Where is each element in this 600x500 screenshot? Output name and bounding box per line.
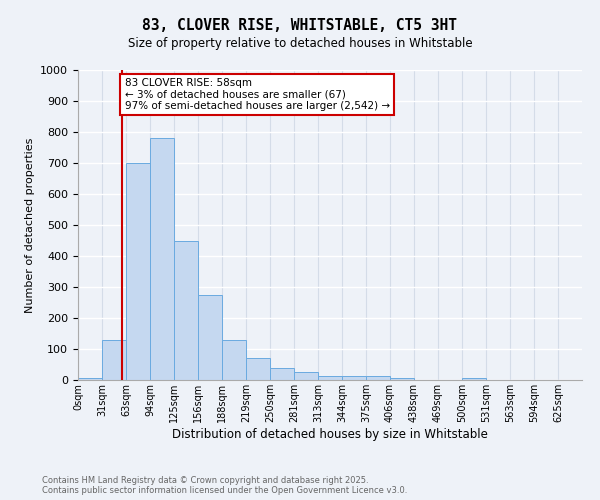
Text: 83, CLOVER RISE, WHITSTABLE, CT5 3HT: 83, CLOVER RISE, WHITSTABLE, CT5 3HT (143, 18, 458, 32)
Bar (462, 378, 486, 380)
Bar (198, 294, 222, 380)
Text: Contains HM Land Registry data © Crown copyright and database right 2025.: Contains HM Land Registry data © Crown c… (42, 476, 368, 485)
Bar (366, 376, 390, 380)
Bar (294, 372, 318, 380)
Bar (78, 378, 102, 380)
Text: Size of property relative to detached houses in Whitstable: Size of property relative to detached ho… (128, 38, 472, 51)
Y-axis label: Number of detached properties: Number of detached properties (25, 138, 35, 312)
Bar (246, 358, 270, 380)
Bar (270, 368, 294, 380)
Bar (102, 340, 126, 380)
X-axis label: Distribution of detached houses by size in Whitstable: Distribution of detached houses by size … (172, 428, 488, 440)
Text: Contains public sector information licensed under the Open Government Licence v3: Contains public sector information licen… (42, 486, 407, 495)
Text: 83 CLOVER RISE: 58sqm
← 3% of detached houses are smaller (67)
97% of semi-detac: 83 CLOVER RISE: 58sqm ← 3% of detached h… (125, 78, 390, 111)
Bar (318, 376, 342, 380)
Bar (342, 376, 366, 380)
Bar (150, 138, 174, 380)
Bar (390, 378, 414, 380)
Bar (222, 340, 246, 380)
Bar (174, 240, 198, 380)
Bar (126, 163, 150, 380)
